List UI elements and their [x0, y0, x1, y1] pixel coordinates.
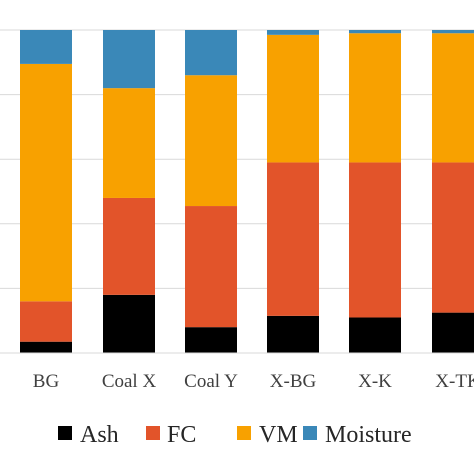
- bar-segment-vm-x-k: [349, 33, 401, 163]
- bar-segment-moisture-coal-x: [103, 30, 155, 89]
- bar-stacks: [20, 30, 474, 353]
- bar-segment-fc-coal-x: [103, 197, 155, 295]
- bar-segment-vm-coal-x: [103, 88, 155, 198]
- bar-segment-fc-coal-y: [185, 206, 237, 328]
- bar-segment-ash-coal-y: [185, 327, 237, 353]
- legend-label: FC: [167, 422, 196, 448]
- bar-segment-moisture-coal-y: [185, 30, 237, 76]
- bar-segment-fc-x-bg: [267, 162, 319, 316]
- x-tick-label: X-K: [358, 371, 392, 392]
- legend-label: Moisture: [325, 422, 412, 448]
- bar-segment-vm-bg: [20, 63, 72, 302]
- legend-swatch: [58, 426, 72, 440]
- legend-item-fc: FC: [146, 422, 196, 448]
- legend-item-ash: Ash: [58, 422, 119, 448]
- bar-segment-moisture-x-bg: [267, 30, 319, 35]
- legend: Ash FC VM Moisture: [58, 422, 412, 448]
- bar-segment-ash-bg: [20, 341, 72, 353]
- bar-segment-moisture-x-tk: [432, 30, 474, 34]
- legend-swatch: [146, 426, 160, 440]
- bar-segment-ash-x-k: [349, 317, 401, 353]
- bar-segment-vm-coal-y: [185, 75, 237, 207]
- bar-segment-moisture-x-k: [349, 30, 401, 34]
- bar-segment-fc-x-tk: [432, 162, 474, 313]
- legend-label: VM: [259, 422, 298, 448]
- bar-segment-ash-coal-x: [103, 294, 155, 353]
- bar-segment-ash-x-bg: [267, 315, 319, 353]
- bar-segment-fc-x-k: [349, 162, 401, 318]
- bar-segment-fc-bg: [20, 301, 72, 342]
- bar-segment-moisture-bg: [20, 30, 72, 64]
- x-tick-label: X-TK: [435, 371, 474, 392]
- x-tick-labels: BG Coal X Coal Y X-BG X-K X-TK: [33, 371, 474, 392]
- legend-swatch: [237, 426, 251, 440]
- legend-label: Ash: [80, 422, 119, 448]
- legend-item-moisture: Moisture: [303, 422, 412, 448]
- x-tick-label: BG: [33, 371, 60, 392]
- x-tick-label: Coal X: [102, 371, 157, 392]
- legend-item-vm: VM: [237, 422, 298, 448]
- bar-segment-vm-x-tk: [432, 33, 474, 163]
- bar-segment-vm-x-bg: [267, 34, 319, 163]
- bar-segment-ash-x-tk: [432, 312, 474, 353]
- x-tick-label: Coal Y: [184, 371, 238, 392]
- legend-swatch: [303, 426, 317, 440]
- x-tick-label: X-BG: [270, 371, 317, 392]
